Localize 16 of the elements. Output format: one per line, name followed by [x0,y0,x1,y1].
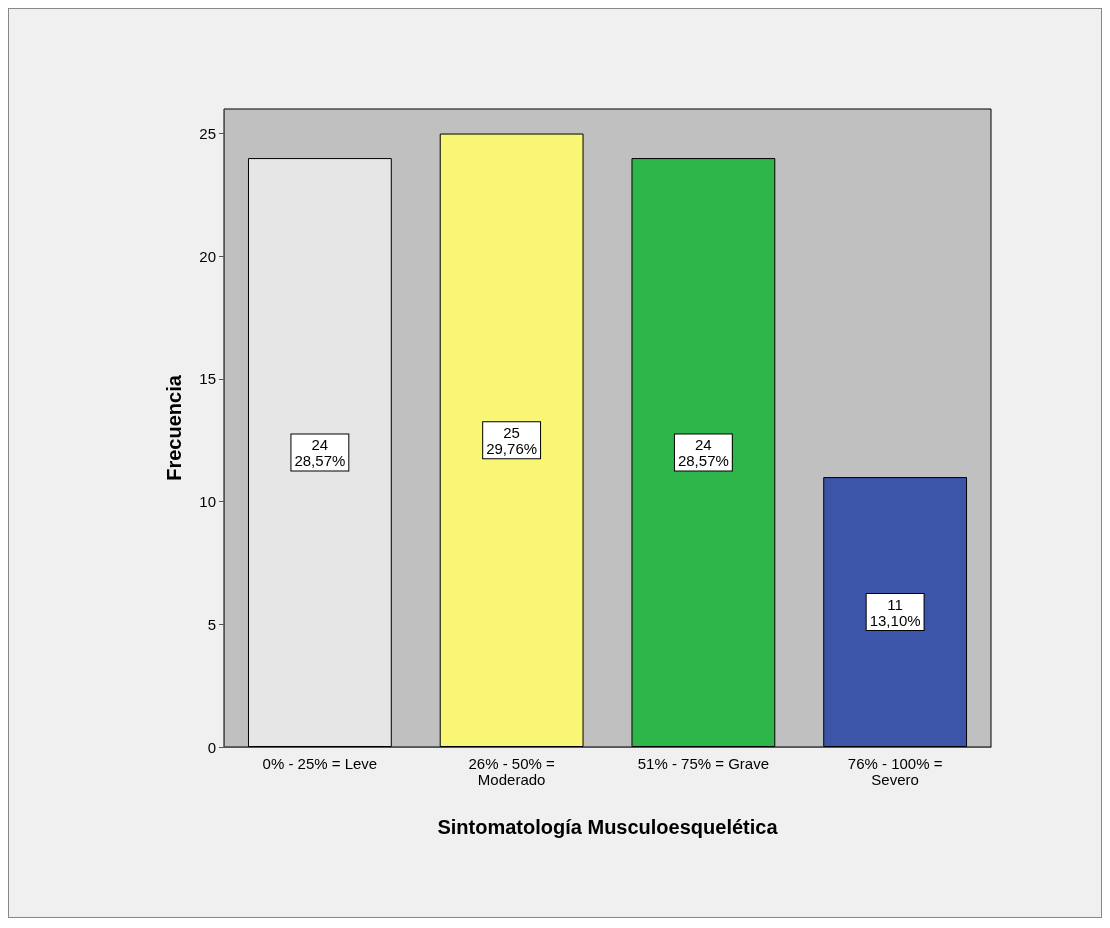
y-tick-label: 15 [199,370,216,388]
data-label: 24 28,57% [677,436,729,470]
data-label: 25 29,76% [486,423,538,457]
x-axis-title: Sintomatología Musculoesquelética [437,816,779,838]
y-tick-label: 25 [199,125,216,143]
y-axis-title: Frecuencia [163,374,185,481]
y-tick-label: 0 [207,738,216,756]
y-tick-label: 10 [199,493,216,511]
x-tick-label: 26% - 50% = Moderado [468,754,556,788]
x-tick-label: 0% - 25% = Leve [262,754,378,772]
data-label: 24 28,57% [294,436,346,470]
y-tick-label: 20 [199,247,216,265]
x-tick-label: 51% - 75% = Grave [637,754,770,772]
y-tick-label: 5 [207,615,216,633]
x-tick-label: 76% - 100% = Severo [847,754,943,788]
data-label: 11 13,10% [869,595,921,629]
